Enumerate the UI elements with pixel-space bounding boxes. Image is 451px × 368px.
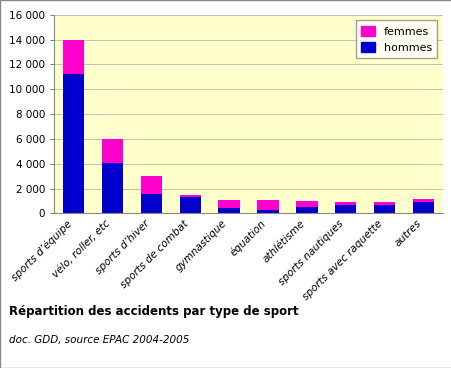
Bar bbox=[179, 195, 201, 197]
Bar bbox=[412, 202, 433, 213]
Bar bbox=[257, 200, 278, 210]
Bar bbox=[412, 199, 433, 202]
Bar bbox=[140, 194, 162, 213]
Text: doc. GDD, source EPAC 2004-2005: doc. GDD, source EPAC 2004-2005 bbox=[9, 335, 189, 345]
Bar bbox=[373, 202, 395, 205]
Bar bbox=[101, 139, 123, 163]
Text: Répartition des accidents par type de sport: Répartition des accidents par type de sp… bbox=[9, 305, 298, 318]
Bar bbox=[101, 163, 123, 213]
Bar bbox=[218, 200, 239, 208]
Bar bbox=[140, 176, 162, 194]
Bar bbox=[295, 201, 317, 207]
Bar bbox=[218, 208, 239, 213]
Bar bbox=[373, 205, 395, 213]
Bar bbox=[334, 202, 356, 205]
Bar bbox=[63, 40, 84, 74]
Bar bbox=[334, 205, 356, 213]
Bar bbox=[295, 207, 317, 213]
Bar bbox=[257, 210, 278, 213]
Legend: femmes, hommes: femmes, hommes bbox=[355, 20, 437, 59]
Bar bbox=[63, 74, 84, 213]
Bar bbox=[179, 197, 201, 213]
